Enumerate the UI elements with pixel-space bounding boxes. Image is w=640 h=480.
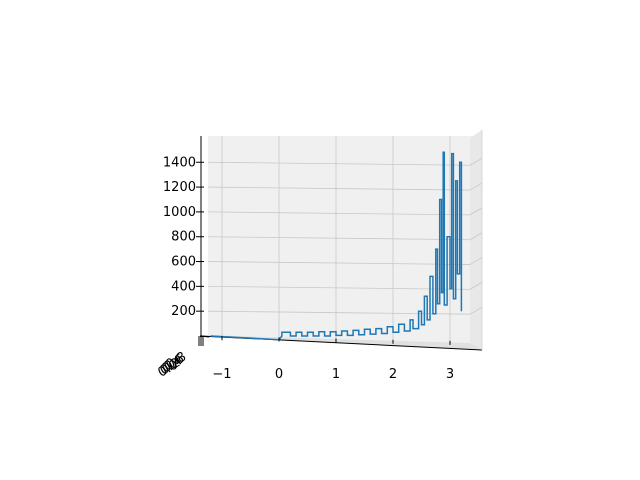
z-tick-label: 1400 [163,155,196,170]
z-gridline-side [469,232,483,241]
z-tick-label: 200 [171,304,196,319]
z-tick-label: 800 [171,230,196,245]
z-tick-label: 1200 [163,180,196,195]
y-axis-line [199,335,210,338]
x-tick-label: 1 [332,367,340,382]
x-tick-label: 2 [389,367,397,382]
z-gridline-side [469,157,483,166]
grid-lines [207,136,483,341]
z-gridline [207,261,471,265]
x-tick-label: −1 [212,367,231,382]
z-gridline-side [469,207,483,216]
z-gridline [207,285,471,290]
series-line [210,151,463,341]
x-tick-label: 3 [446,367,454,382]
z-gridline-side [469,182,483,191]
z-gridline-side [469,257,483,265]
z-gridline [207,236,471,241]
z-gridline [207,211,471,216]
z-axis-ticks: 200 400 600 800 1000 1200 1400 [163,155,204,319]
z-tick-label: 600 [171,255,196,270]
z-gridline [207,186,471,191]
x-tick-label: 0 [275,367,283,382]
x-axis-ticks: −1 0 1 2 3 [212,336,454,382]
z-gridline [207,310,471,315]
z-gridline [207,161,471,166]
z-tick-label: 1000 [163,205,196,220]
z-gridline-side [469,306,483,315]
y-axis-ticks: 0.00.20.40.60.8 [156,336,204,381]
side-pane [470,130,482,350]
z-gridline-side [469,282,483,290]
series-layer [210,151,463,341]
z-tick-label: 400 [171,279,196,294]
